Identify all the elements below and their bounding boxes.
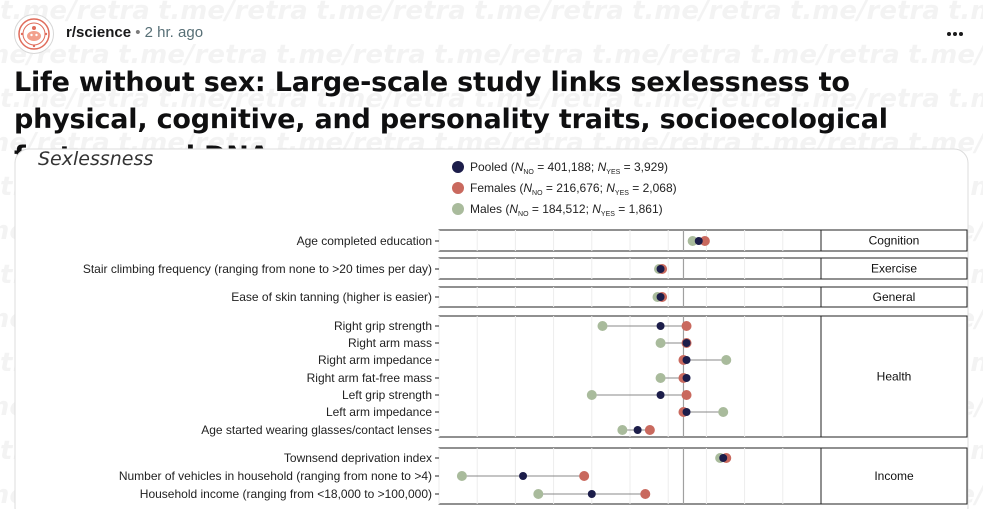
ellipsis-icon-dot <box>953 32 957 36</box>
post-image[interactable]: Sexlessness Pooled (NNO = 401,188; NYES =… <box>14 148 969 514</box>
subreddit-avatar[interactable] <box>14 14 54 54</box>
point-pooled <box>682 408 691 416</box>
point-pooled <box>656 391 665 399</box>
point-females <box>681 321 692 331</box>
legend-label-pooled: Pooled (NNO = 401,188; NYES = 3,929) <box>470 160 668 176</box>
forest-plot: Sexlessness Pooled (NNO = 401,188; NYES =… <box>14 148 969 514</box>
point-pooled <box>719 454 728 462</box>
legend-marker-pooled <box>452 161 464 173</box>
legend-marker-males <box>452 203 464 215</box>
group-strip <box>820 447 968 505</box>
point-pooled <box>682 374 691 382</box>
point-males <box>655 373 666 383</box>
group-strip <box>820 229 968 252</box>
point-females <box>699 236 710 246</box>
row-label: Number of vehicles in household (ranging… <box>119 469 432 483</box>
row-label: Stair climbing frequency (ranging from n… <box>83 262 432 276</box>
legend-marker-females <box>452 182 464 194</box>
point-pooled <box>656 322 665 330</box>
point-pooled <box>694 237 703 245</box>
science-logo-icon <box>16 16 52 52</box>
ellipsis-icon-dot <box>959 32 963 36</box>
point-females <box>579 471 590 481</box>
subreddit-line: r/science • 2 hr. ago <box>66 24 203 41</box>
row-label: Age completed education <box>297 234 432 248</box>
point-pooled <box>682 339 691 347</box>
row-label: Ease of skin tanning (higher is easier) <box>231 290 432 304</box>
group-label: Cognition <box>869 234 920 248</box>
group-strip <box>820 257 968 280</box>
point-females <box>640 489 651 499</box>
group-label: Income <box>874 469 914 483</box>
separator-dot: • <box>135 24 141 41</box>
point-males <box>597 321 608 331</box>
row-label: Household income (ranging from <18,000 t… <box>140 487 432 501</box>
point-pooled <box>633 426 642 434</box>
point-females <box>681 390 692 400</box>
point-females <box>644 425 655 435</box>
group-label: General <box>873 290 916 304</box>
post-title[interactable]: Life without sex: Large-scale study link… <box>14 67 888 172</box>
row-label: Left arm impedance <box>326 405 432 419</box>
point-males <box>721 355 732 365</box>
row-label: Right grip strength <box>334 319 432 333</box>
point-males <box>586 390 597 400</box>
row-label: Right arm fat-free mass <box>307 371 432 385</box>
row-label: Age started wearing glasses/contact lens… <box>201 423 432 437</box>
point-pooled <box>682 356 691 364</box>
legend-label-males: Males (NNO = 184,512; NYES = 1,861) <box>470 202 663 218</box>
row-label: Right arm impedance <box>318 353 432 367</box>
point-males <box>687 236 698 246</box>
legend-label-females: Females (NNO = 216,676; NYES = 2,068) <box>470 181 677 197</box>
group-strip <box>820 315 968 438</box>
chart-title: Sexlessness <box>38 148 153 170</box>
point-males <box>655 338 666 348</box>
ellipsis-icon <box>947 32 951 36</box>
post-header: r/science • 2 hr. ago <box>0 0 983 62</box>
point-pooled <box>587 490 596 498</box>
point-pooled <box>656 265 665 273</box>
row-label: Right arm mass <box>348 336 432 350</box>
point-males <box>617 425 628 435</box>
subreddit-link[interactable]: r/science <box>66 24 132 41</box>
group-strip <box>820 286 968 308</box>
group-label: Exercise <box>871 262 917 276</box>
point-males <box>718 407 729 417</box>
row-label: Left grip strength <box>342 388 432 402</box>
point-pooled <box>519 472 528 480</box>
group-label: Health <box>877 370 912 384</box>
point-males <box>456 471 467 481</box>
point-pooled <box>656 293 665 301</box>
row-label: Townsend deprivation index <box>284 451 432 465</box>
post-time: 2 hr. ago <box>144 24 204 41</box>
more-options-button[interactable] <box>940 22 970 46</box>
point-males <box>533 489 544 499</box>
